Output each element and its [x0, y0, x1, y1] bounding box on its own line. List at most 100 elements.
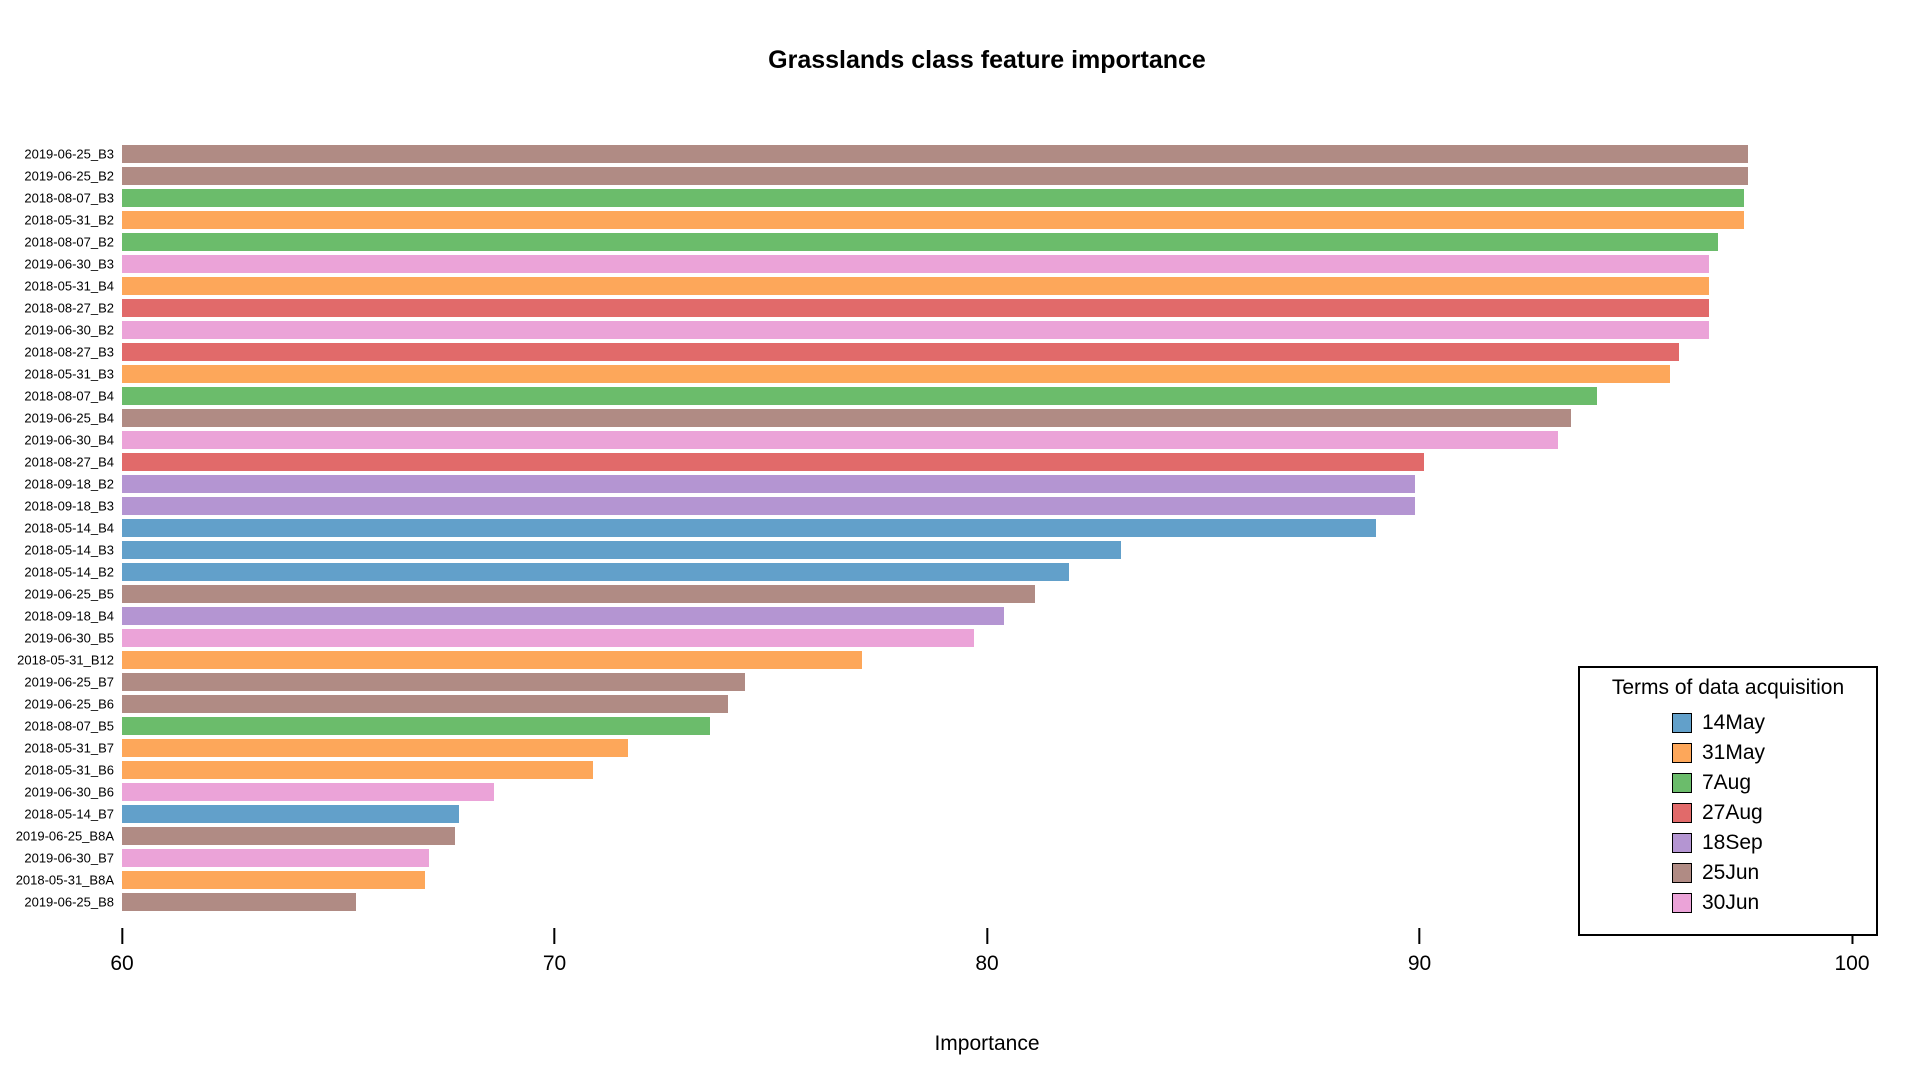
y-tick-label: 2018-08-07_B4 [24, 388, 114, 404]
y-tick-label: 2018-09-18_B4 [24, 608, 114, 624]
bar-row: 2019-06-25_B7 [24, 671, 1852, 693]
bar-row: 2018-05-14_B3 [24, 539, 1852, 561]
bar-row: 2018-08-27_B3 [24, 341, 1852, 363]
y-tick-label: 2018-05-31_B2 [24, 212, 114, 228]
legend-swatch [1672, 803, 1692, 823]
bar-row: 2018-05-31_B7 [24, 737, 1852, 759]
bar-row: 2019-06-25_B8 [24, 891, 1852, 913]
bar-row: 2019-06-30_B6 [24, 781, 1852, 803]
bar [122, 167, 1749, 185]
y-tick-label: 2018-05-31_B8A [15, 872, 114, 888]
legend-swatch [1672, 743, 1692, 763]
legend-swatch [1672, 713, 1692, 733]
x-tick: 80 [975, 928, 999, 976]
bar-row: 2019-06-30_B3 [24, 253, 1852, 275]
legend-entry: 25Jun [1672, 858, 1876, 888]
bar-row: 2019-06-25_B3 [24, 143, 1852, 165]
bar [122, 541, 1122, 559]
x-tick-label: 90 [1407, 952, 1432, 975]
x-tick-label: 70 [542, 952, 567, 975]
y-tick-label: 2019-06-25_B5 [24, 586, 114, 602]
bar-row: 2019-06-25_B4 [24, 407, 1852, 429]
bar [122, 607, 1005, 625]
bar-row: 2019-06-25_B5 [24, 583, 1852, 605]
legend-entry-label: 25Jun [1702, 861, 1760, 884]
bar-row: 2019-06-30_B4 [24, 429, 1852, 451]
y-tick-label: 2018-05-31_B7 [24, 740, 114, 756]
bar-row: 2018-08-27_B4 [24, 451, 1852, 473]
bar-row: 2018-05-31_B6 [24, 759, 1852, 781]
bar [122, 783, 494, 801]
legend-swatch [1672, 833, 1692, 853]
bar [122, 409, 1571, 427]
bar [122, 519, 1377, 537]
legend-entry: 7Aug [1672, 768, 1876, 798]
bar-row: 2018-05-31_B12 [17, 649, 1852, 671]
bar [122, 849, 430, 867]
y-tick-label: 2019-06-25_B6 [24, 696, 114, 712]
x-tick: 100 [1834, 928, 1870, 976]
y-tick-label: 2019-06-30_B5 [24, 630, 114, 646]
bar-row: 2019-06-30_B7 [24, 847, 1852, 869]
legend-entry: 27Aug [1672, 798, 1876, 828]
y-tick-label: 2018-08-07_B2 [24, 234, 114, 250]
bar [122, 739, 629, 757]
bar [122, 651, 862, 669]
x-axis: 60 70 80 90 100 [110, 928, 1870, 988]
x-tick-mark [985, 928, 988, 944]
bar-row: 2018-05-31_B8A [16, 869, 1852, 891]
x-tick-mark [553, 928, 556, 944]
bar [122, 893, 356, 911]
bar [122, 431, 1558, 449]
y-tick-label: 2019-06-25_B8 [24, 894, 114, 910]
bar [122, 299, 1710, 317]
legend-entry: 18Sep [1672, 828, 1876, 858]
bar [122, 563, 1070, 581]
bar [122, 585, 1035, 603]
bar-row: 2018-08-07_B3 [24, 187, 1852, 209]
bar-row: 2018-05-31_B2 [24, 209, 1852, 231]
bar [122, 871, 425, 889]
y-tick-label: 2019-06-30_B6 [24, 784, 114, 800]
bar-row: 2019-06-25_B6 [24, 693, 1852, 715]
y-tick-label: 2019-06-30_B7 [24, 850, 114, 866]
y-tick-label: 2018-05-31_B12 [17, 652, 114, 668]
y-tick-label: 2018-08-27_B4 [24, 454, 114, 470]
bar [122, 827, 456, 845]
y-tick-label: 2018-05-14_B7 [24, 806, 114, 822]
bar [122, 761, 594, 779]
bar [122, 145, 1749, 163]
bar [122, 343, 1679, 361]
x-tick: 90 [1408, 928, 1431, 976]
bar-row: 2018-08-07_B4 [24, 385, 1852, 407]
bar [122, 673, 745, 691]
legend-swatch [1672, 893, 1692, 913]
bar-row: 2018-09-18_B3 [24, 495, 1852, 517]
bar-row: 2018-08-07_B5 [24, 715, 1852, 737]
legend-entry-label: 14May [1702, 711, 1766, 734]
y-tick-label: 2019-06-25_B3 [24, 146, 114, 162]
bar [122, 387, 1597, 405]
bar-row: 2018-08-27_B2 [24, 297, 1852, 319]
legend-swatch [1672, 773, 1692, 793]
y-tick-label: 2019-06-30_B4 [24, 432, 114, 448]
bar-row: 2018-09-18_B4 [24, 605, 1852, 627]
legend-entries: 14May 31May 7Aug 27Aug 18Sep 25Jun 30Jun [1672, 708, 1876, 918]
x-tick-label: 100 [1834, 952, 1870, 975]
bar [122, 321, 1710, 339]
legend-entry-label: 7Aug [1702, 771, 1752, 794]
x-tick-mark [1418, 928, 1421, 944]
x-tick: 70 [543, 928, 566, 976]
y-tick-label: 2018-05-14_B2 [24, 564, 114, 580]
legend-entry-label: 27Aug [1702, 801, 1763, 824]
bar-row: 2019-06-30_B5 [24, 627, 1852, 649]
bar-row: 2018-05-14_B7 [24, 803, 1852, 825]
bar-row: 2019-06-30_B2 [24, 319, 1852, 341]
legend: Terms of data acquisition 14May 31May 7Aug… [1578, 666, 1878, 936]
bar-row: 2018-05-31_B4 [24, 275, 1852, 297]
y-tick-label: 2018-05-14_B3 [24, 542, 114, 558]
legend-entry: 14May [1672, 708, 1876, 738]
y-tick-label: 2018-09-18_B2 [24, 476, 114, 492]
x-tick-label: 80 [975, 952, 999, 975]
y-tick-label: 2018-05-14_B4 [24, 520, 114, 536]
